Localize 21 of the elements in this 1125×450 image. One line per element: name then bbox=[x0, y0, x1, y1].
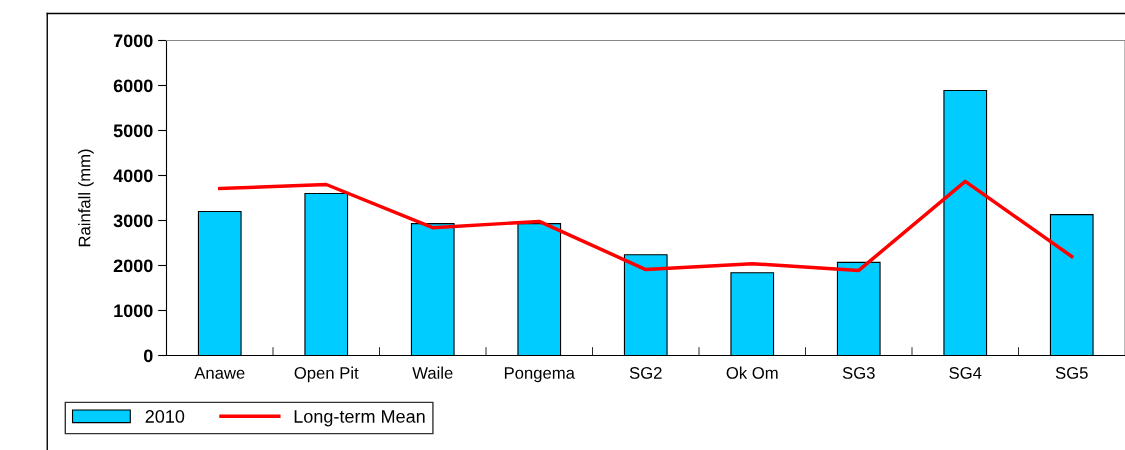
y-tick-label: 3000 bbox=[113, 214, 153, 228]
y-tick-label: 0 bbox=[143, 349, 153, 363]
x-tick-label: Ok Om bbox=[726, 366, 778, 379]
x-tick-label: Pongema bbox=[504, 367, 575, 383]
x-tick-label: Anawe bbox=[194, 367, 245, 379]
y-tick-label: 2000 bbox=[113, 259, 153, 273]
legend-label: 2010 bbox=[145, 410, 185, 423]
legend-label: Long-term Mean bbox=[294, 410, 425, 427]
x-tick-label: Waile bbox=[412, 366, 453, 379]
y-tick-label: 7000 bbox=[113, 34, 153, 48]
y-tick-label: 4000 bbox=[113, 169, 153, 183]
x-tick-label: Open Pit bbox=[294, 366, 359, 383]
x-tick-label: SG4 bbox=[949, 367, 982, 379]
y-axis-title: Rainfall (mm) bbox=[78, 149, 94, 247]
x-tick-label: SG3 bbox=[842, 367, 875, 379]
y-tick-label: 6000 bbox=[113, 79, 153, 93]
y-tick-label: 5000 bbox=[113, 124, 153, 138]
y-tick-label: 1000 bbox=[114, 304, 153, 318]
line-series bbox=[218, 179, 1074, 273]
x-tick-label: SG2 bbox=[629, 367, 662, 379]
x-tick-label: SG5 bbox=[1055, 367, 1088, 379]
